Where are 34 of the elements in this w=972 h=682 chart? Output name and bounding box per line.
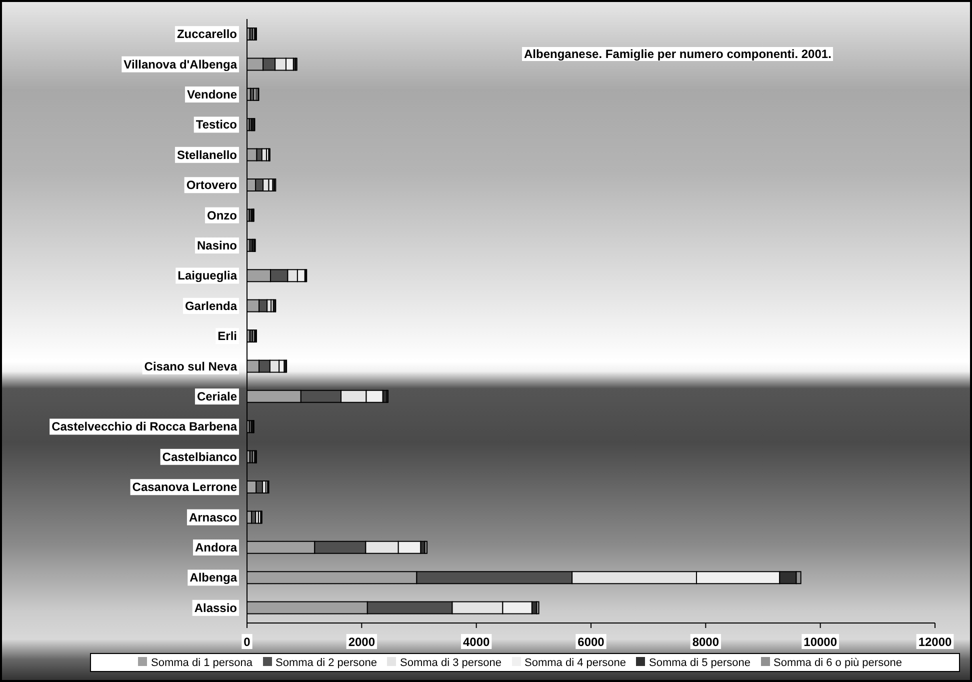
legend-label: Somma di 1 persona — [151, 657, 253, 669]
y-tick-label: Erli — [218, 329, 237, 344]
y-tick-label: Arnasco — [188, 510, 237, 524]
y-tick-label: Vendone — [186, 88, 238, 102]
y-tick-label: Testico — [196, 118, 237, 132]
y-tick-label: Onzo — [207, 208, 237, 222]
y-tick-label: Alassio — [194, 600, 237, 615]
x-tick-label: 2000 — [348, 635, 376, 649]
x-tick-label: 4000 — [462, 635, 490, 649]
y-tick-label: Garlenda — [184, 298, 238, 313]
y-tick-label: Cisano sul Neva — [144, 359, 238, 374]
y-tick-label: Castelvecchio di Rocca Barbena — [52, 420, 238, 434]
x-tick-label: 0 — [244, 635, 251, 649]
x-tick-label: 8000 — [692, 635, 720, 649]
legend-label: Somma di 5 persone — [649, 657, 751, 669]
y-tick-label: Albenga — [190, 570, 238, 585]
y-tick-label: Villanova d'Albenga — [124, 57, 238, 72]
x-tick-label: 6000 — [578, 635, 605, 649]
legend-label: Somma di 2 persone — [276, 657, 378, 669]
legend-label: Somma di 6 o più persone — [774, 657, 902, 669]
y-tick-label: Ortovero — [186, 178, 237, 192]
legend-label: Somma di 4 persone — [524, 657, 626, 669]
y-tick-label: Nasino — [196, 238, 237, 252]
x-tick-label: 10000 — [804, 635, 838, 649]
y-tick-label: Andora — [195, 540, 238, 554]
legend-label: Somma di 3 persone — [400, 657, 502, 669]
x-tick-label: 12000 — [918, 635, 952, 649]
y-tick-label: Castelbianco — [162, 450, 237, 464]
y-tick-label: Stellanello — [176, 148, 237, 162]
y-tick-label: Laigueglia — [178, 268, 238, 283]
y-tick-label: Zuccarello — [176, 27, 237, 42]
y-tick-label: Ceriale — [196, 390, 238, 404]
text: Albenganese. Famiglie per numero componenti. 2001. — [522, 47, 834, 61]
y-tick-label: Casanova Lerrone — [132, 480, 238, 494]
